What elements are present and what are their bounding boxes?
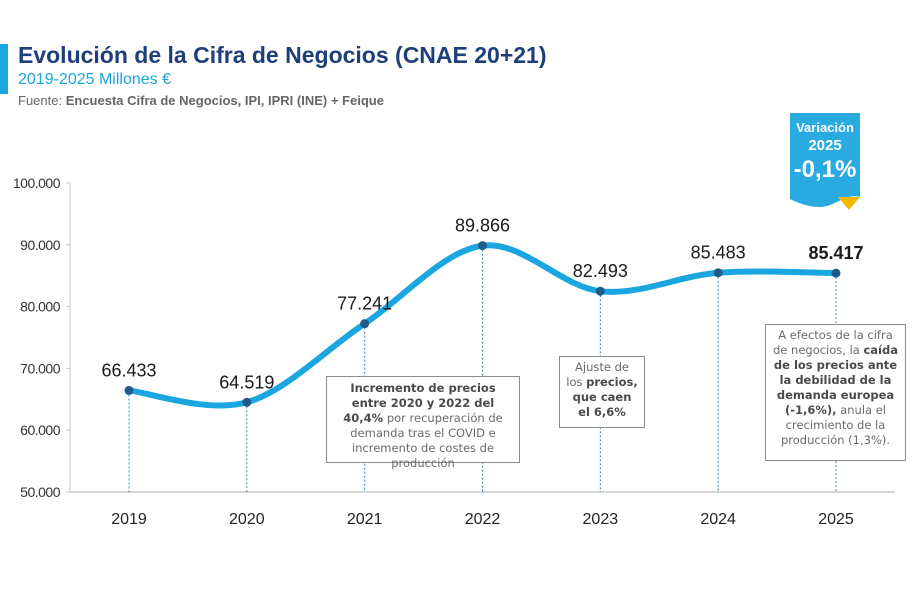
annotation-2025-bold: caída de los precios ante la debilidad d… bbox=[773, 343, 898, 417]
data-point-marker bbox=[124, 385, 134, 395]
x-tick-label: 2025 bbox=[818, 511, 854, 528]
data-label: 77.241 bbox=[337, 294, 392, 314]
badge-text: Variación 2025 -0,1% bbox=[790, 119, 860, 184]
badge-banner bbox=[790, 113, 860, 207]
badge-year: 2025 bbox=[808, 137, 842, 154]
data-point-marker bbox=[478, 241, 487, 251]
badge-shape bbox=[790, 113, 860, 210]
chart-title: Evolución de la Cifra de Negocios (CNAE … bbox=[18, 42, 547, 68]
data-point-marker bbox=[595, 286, 605, 296]
data-point-marker bbox=[242, 397, 252, 407]
source-label: Fuente: bbox=[18, 93, 63, 108]
y-tick-label: 70.000 bbox=[20, 360, 61, 376]
data-point-marker bbox=[713, 268, 723, 278]
y-tick-label: 50.000 bbox=[20, 484, 61, 500]
down-arrow-icon bbox=[838, 197, 860, 210]
x-tick-label: 2020 bbox=[229, 511, 265, 528]
annotation-2023-bold: precios, que caen el bbox=[572, 375, 638, 419]
chart-source: Fuente: Encuesta Cifra de Negocios, IPI,… bbox=[18, 93, 384, 108]
y-tick-label: 80.000 bbox=[20, 299, 61, 315]
x-tick-label: 2023 bbox=[583, 511, 619, 528]
annotation-2021: Incremento de precios entre 2020 y 2022 … bbox=[326, 376, 520, 470]
y-tick-label: 100.000 bbox=[13, 175, 61, 191]
axes: 50.000 60.000 70.000 80.000 90.000 100.000 201… bbox=[13, 175, 895, 528]
data-label: 85.417 bbox=[808, 243, 863, 263]
data-label: 85.483 bbox=[691, 243, 746, 263]
data-label: 64.519 bbox=[219, 372, 274, 392]
x-tick-label: 2019 bbox=[111, 511, 147, 528]
annotation-2021-text: por recuperación de demanda tras el COVI… bbox=[350, 411, 503, 470]
y-tick-label: 60.000 bbox=[20, 422, 61, 438]
x-tick-label: 2021 bbox=[347, 511, 383, 528]
annotation-2021-bold: Incremento de precios entre 2020 y 2022 … bbox=[343, 381, 496, 425]
y-tick-label: 90.000 bbox=[20, 237, 61, 253]
badge-value: -0,1% bbox=[793, 156, 857, 183]
title-accent-bar bbox=[0, 44, 8, 94]
annotation-2023-tail: 6,6% bbox=[589, 405, 626, 419]
data-label: 82.493 bbox=[573, 261, 628, 281]
chart-subtitle: 2019-2025 Millones € bbox=[18, 71, 171, 88]
x-tick-label: 2022 bbox=[465, 511, 501, 528]
markers bbox=[124, 241, 841, 407]
data-point-marker bbox=[831, 268, 841, 278]
source-text: Encuesta Cifra de Negocios, IPI, IPRI (I… bbox=[65, 93, 384, 108]
data-labels: 66.433 64.519 77.241 89.866 82.493 85.483 85.4… bbox=[101, 216, 863, 393]
annotation-2023: Ajuste de los precios, que caen el 6,6% bbox=[559, 356, 645, 428]
data-label: 66.433 bbox=[101, 360, 156, 380]
data-point-marker bbox=[360, 319, 370, 329]
annotation-2025: A efectos de la cifra de negocios, la ca… bbox=[765, 324, 906, 461]
annotation-2025-text: A efectos de la cifra de negocios, la bbox=[773, 328, 893, 357]
badge-label: Variación bbox=[796, 120, 854, 135]
data-label: 89.866 bbox=[455, 216, 510, 236]
x-tick-label: 2024 bbox=[700, 511, 736, 528]
annotation-2023-text: Ajuste de los bbox=[566, 360, 629, 389]
annotation-2025-tail: anula el crecimiento de la producción (1… bbox=[780, 403, 891, 447]
